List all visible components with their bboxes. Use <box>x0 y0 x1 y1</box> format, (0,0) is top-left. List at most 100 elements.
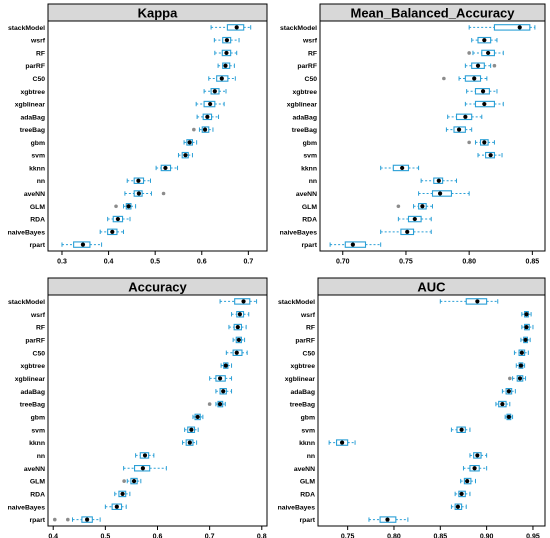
model-label: xgblinear <box>287 102 318 109</box>
panel-title: Accuracy <box>128 280 187 295</box>
median-dot <box>140 466 145 471</box>
x-tick-label: 0.75 <box>399 259 413 266</box>
median-dot <box>217 401 223 407</box>
model-label: parRF <box>297 63 317 70</box>
model-label: svm <box>303 153 317 160</box>
median-dot <box>472 76 477 81</box>
median-dot <box>518 363 524 368</box>
model-label: parRF <box>25 337 45 344</box>
model-label: svm <box>31 427 45 434</box>
box-GLM <box>460 477 477 485</box>
box-kknn <box>328 439 356 446</box>
median-dot <box>85 517 90 522</box>
median-dot <box>131 478 137 484</box>
median-dot <box>221 389 226 394</box>
median-dot <box>517 376 523 381</box>
median-dot <box>339 440 345 445</box>
median-dot <box>217 376 223 381</box>
box-treeBag <box>192 126 214 133</box>
median-dot <box>517 25 522 30</box>
model-label: GLM <box>30 479 45 486</box>
model-label: adaBag <box>292 114 317 121</box>
box-parRF <box>217 62 235 69</box>
median-dot <box>212 89 217 94</box>
box-naiveBayes <box>450 503 467 510</box>
median-dot <box>234 350 239 355</box>
box-C50 <box>225 349 248 356</box>
model-label: xgbtree <box>20 89 45 96</box>
model-label: rpart <box>302 242 318 249</box>
model-label: RF <box>308 50 317 57</box>
median-dot <box>524 312 529 317</box>
model-label: parRF <box>25 63 45 70</box>
box-xgbtree <box>515 362 526 369</box>
box-GLM <box>122 477 142 485</box>
box-nn <box>126 177 152 184</box>
box-RDA <box>107 215 131 223</box>
panel-title: AUC <box>417 280 446 295</box>
box-RF <box>521 323 534 331</box>
box-wsrf <box>213 36 240 44</box>
median-dot <box>136 178 141 183</box>
model-label: GLM <box>302 204 317 211</box>
median-dot <box>126 204 131 209</box>
outlier-point <box>467 140 471 145</box>
model-label: xgblinear <box>15 376 46 383</box>
median-dot <box>455 504 461 509</box>
model-label: GLM <box>30 204 45 211</box>
box-xgblinear <box>507 375 527 382</box>
box-kknn <box>155 164 179 172</box>
box-nn <box>135 452 155 459</box>
model-label: xgbtree <box>20 363 45 370</box>
median-dot <box>437 191 443 196</box>
median-dot <box>475 453 480 458</box>
median-dot <box>475 299 480 304</box>
box-adaBag <box>447 113 483 121</box>
median-dot <box>463 114 468 119</box>
median-dot <box>195 414 200 420</box>
median-dot <box>480 89 486 94</box>
panel-auc: AUC stackModel wsrf RF parRF C50 xgbtree xgbli… <box>278 277 546 538</box>
x-tick-label: 0.5 <box>150 259 160 266</box>
median-dot <box>80 242 86 247</box>
panel-kappa: Kappa stackModel wsrf RF parRF C50 xgbtree xgb… <box>8 3 268 266</box>
median-dot <box>219 76 224 81</box>
panel-title: Kappa <box>138 6 179 21</box>
model-label: aveNN <box>24 466 45 473</box>
median-dot <box>420 204 425 209</box>
x-tick-label: 0.80 <box>462 259 476 266</box>
median-dot <box>506 414 511 420</box>
box-RDA <box>454 490 471 498</box>
box-adaBag <box>215 388 233 395</box>
x-tick-label: 0.4 <box>48 534 58 538</box>
model-label: gbm <box>303 140 317 147</box>
box-xgbtree <box>466 88 498 95</box>
panel-accuracy: Accuracy stackModel wsrf RF parRF C50 xgbtree… <box>8 277 268 538</box>
median-dot <box>237 312 242 317</box>
outlier-point <box>122 479 126 483</box>
box-parRF <box>232 336 246 344</box>
median-dot <box>519 350 524 355</box>
median-dot <box>459 427 464 432</box>
model-label: kknn <box>29 165 45 172</box>
box-nn <box>420 177 458 184</box>
box-parRF <box>464 62 497 69</box>
box-RF <box>228 323 247 331</box>
box-RDA <box>397 215 432 223</box>
box-kknn <box>380 164 420 172</box>
model-label: stackModel <box>278 299 315 306</box>
model-label: gbm <box>301 414 315 421</box>
box-gbm <box>504 413 514 421</box>
median-dot <box>205 114 210 119</box>
x-tick-label: 0.85 <box>526 259 540 266</box>
model-label: gbm <box>31 140 45 147</box>
outlier-point <box>192 127 196 132</box>
box-naiveBayes <box>99 228 124 236</box>
model-label: C50 <box>33 350 46 357</box>
box-gbm <box>183 139 198 146</box>
model-label: wsrf <box>300 312 316 319</box>
median-dot <box>456 127 462 132</box>
box-svm <box>184 426 199 433</box>
x-tick-label: 0.95 <box>526 534 540 538</box>
x-tick-label: 0.7 <box>205 534 215 538</box>
